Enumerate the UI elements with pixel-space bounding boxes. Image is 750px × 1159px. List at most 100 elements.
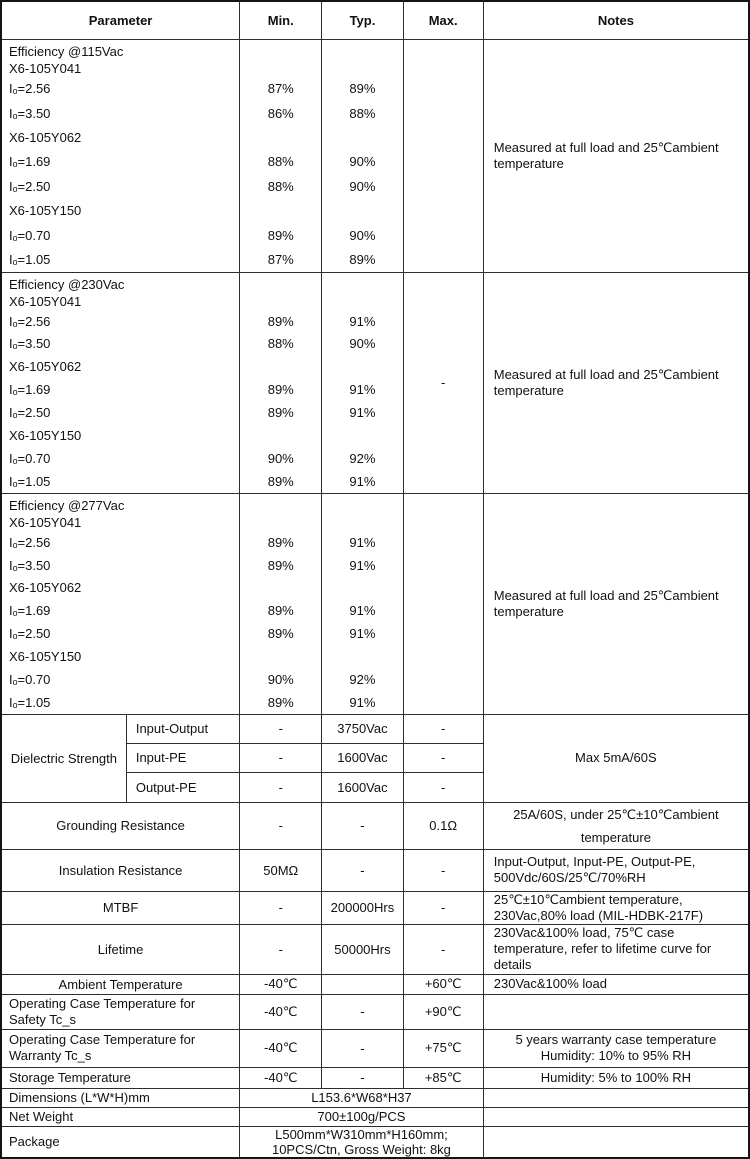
min-value: 87% (267, 81, 294, 97)
safety-case-temperature-row: Operating Case Temperature for Safety Tc… (0, 993, 750, 1030)
typ-cell: 3750Vac (321, 713, 404, 744)
notes-cell: Measured at full load and 25℃ambient tem… (482, 492, 750, 715)
model-label: X6-105Y041 (9, 60, 82, 76)
typ-cell: - (321, 801, 404, 850)
min-cell: - (239, 890, 323, 925)
dielectric-sub-label: Output-PE (125, 771, 241, 803)
efficiency-section-115vac: Efficiency @115Vac X6-105Y041 Iₒ=2.56 Iₒ… (0, 38, 750, 273)
parameter-label: Insulation Resistance (0, 848, 241, 892)
parameter-cell: Efficiency @230Vac X6-105Y041 Iₒ=2.56 Iₒ… (0, 271, 241, 494)
parameter-cell: Efficiency @115Vac X6-105Y041 Iₒ=2.56 Iₒ… (0, 38, 241, 273)
min-value: 89% (267, 626, 294, 642)
io-label: Iₒ=1.05 (9, 694, 51, 710)
min-value (241, 514, 321, 531)
mtbf-row: MTBF - 200000Hrs - 25℃±10℃ambient temper… (0, 890, 750, 925)
min-value: 89% (267, 603, 294, 619)
io-label: Iₒ=1.69 (9, 603, 51, 619)
min-cell: 50MΩ (239, 848, 323, 892)
typ-value: 90% (349, 154, 376, 170)
typ-value: 91% (349, 534, 376, 550)
parameter-label: Package (0, 1125, 241, 1159)
col-header-typ: Typ. (321, 0, 404, 40)
dielectric-strength-label: Dielectric Strength (0, 713, 127, 803)
model-label: X6-105Y062 (9, 359, 82, 375)
col-header-max: Max. (402, 0, 484, 40)
min-cell: -40℃ (239, 1066, 323, 1089)
typ-value: 91% (349, 626, 376, 642)
min-value: 89% (267, 694, 294, 710)
typ-cell: 50000Hrs (321, 923, 404, 975)
parameter-cell: Efficiency @277Vac X6-105Y041 Iₒ=2.56 Iₒ… (0, 492, 241, 715)
parameter-label: Net Weight (0, 1106, 241, 1127)
min-value (241, 276, 321, 293)
typ-value (323, 355, 402, 378)
io-label: Iₒ=1.05 (9, 251, 51, 267)
model-label: X6-105Y041 (9, 514, 82, 530)
typ-value: 90% (349, 178, 376, 194)
efficiency-section-277vac: Efficiency @277Vac X6-105Y041 Iₒ=2.56 Iₒ… (0, 492, 750, 715)
max-cell: 0.1Ω (402, 801, 484, 850)
notes-cell: 230Vac&100% load, 75℃ case temperature, … (482, 923, 750, 975)
typ-cell: 1600Vac (321, 771, 404, 803)
notes-cell: Measured at full load and 25℃ambient tem… (482, 38, 750, 273)
typ-value (323, 424, 402, 447)
io-label: Iₒ=2.50 (9, 405, 51, 421)
warranty-case-temperature-row: Operating Case Temperature for Warranty … (0, 1028, 750, 1068)
max-cell: +85℃ (402, 1066, 484, 1089)
min-value (241, 293, 321, 310)
section-title: Efficiency @230Vac (9, 276, 125, 292)
min-cell: -40℃ (239, 1028, 323, 1068)
min-value: 88% (267, 154, 294, 170)
io-label: Iₒ=1.69 (9, 382, 51, 398)
parameter-label: Operating Case Temperature for Safety Tc… (0, 993, 241, 1030)
ambient-temperature-row: Ambient Temperature -40℃ +60℃ 230Vac&100… (0, 973, 750, 995)
min-cell: - (239, 801, 323, 850)
typ-value (323, 497, 402, 514)
min-cell: - (239, 713, 323, 744)
min-cell: - (239, 742, 323, 773)
typ-value: 90% (349, 336, 376, 352)
package-row: Package L500mm*W310mm*H160mm; 10PCS/Ctn,… (0, 1125, 750, 1159)
parameter-label: Operating Case Temperature for Warranty … (0, 1028, 241, 1068)
max-cell: - (402, 742, 484, 773)
parameter-label: Grounding Resistance (0, 801, 241, 850)
notes-cell (482, 1125, 750, 1159)
min-value: 89% (267, 557, 294, 573)
typ-cell: - (321, 1066, 404, 1089)
storage-temperature-row: Storage Temperature -40℃ - +85℃ Humidity… (0, 1066, 750, 1089)
min-value (241, 645, 321, 668)
min-value: 90% (267, 450, 294, 466)
notes-cell: 5 years warranty case temperature Humidi… (482, 1028, 750, 1068)
col-header-notes: Notes (482, 0, 750, 40)
typ-value (323, 577, 402, 600)
min-cell: 89% 89% 89% 89% 90% 89% (239, 492, 323, 715)
min-cell: 87% 86% 88% 88% 89% 87% (239, 38, 323, 273)
model-label: X6-105Y062 (9, 129, 82, 145)
min-value (241, 577, 321, 600)
typ-value: 88% (349, 105, 376, 121)
min-value: 86% (267, 105, 294, 121)
typ-value (323, 645, 402, 668)
min-value: 89% (267, 405, 294, 421)
typ-value (323, 125, 402, 149)
io-label: Iₒ=1.69 (9, 154, 51, 170)
dielectric-row-input-output: Dielectric Strength Input-Output - 3750V… (0, 713, 750, 803)
io-label: Iₒ=2.56 (9, 313, 51, 329)
model-label: X6-105Y150 (9, 649, 82, 665)
min-cell: -40℃ (239, 973, 323, 995)
notes-cell: Input-Output, Input-PE, Output-PE, 500Vd… (482, 848, 750, 892)
min-value: 89% (267, 473, 294, 489)
max-cell: - (402, 890, 484, 925)
typ-cell: 1600Vac (321, 742, 404, 773)
min-cell: - (239, 771, 323, 803)
model-label: X6-105Y150 (9, 428, 82, 444)
typ-value: 92% (349, 450, 376, 466)
min-value: 89% (267, 313, 294, 329)
section-title: Efficiency @277Vac (9, 497, 125, 513)
min-value: 89% (267, 534, 294, 550)
min-value (241, 198, 321, 222)
min-value: 88% (267, 178, 294, 194)
typ-value: 90% (349, 227, 376, 243)
typ-value: 91% (349, 405, 376, 421)
